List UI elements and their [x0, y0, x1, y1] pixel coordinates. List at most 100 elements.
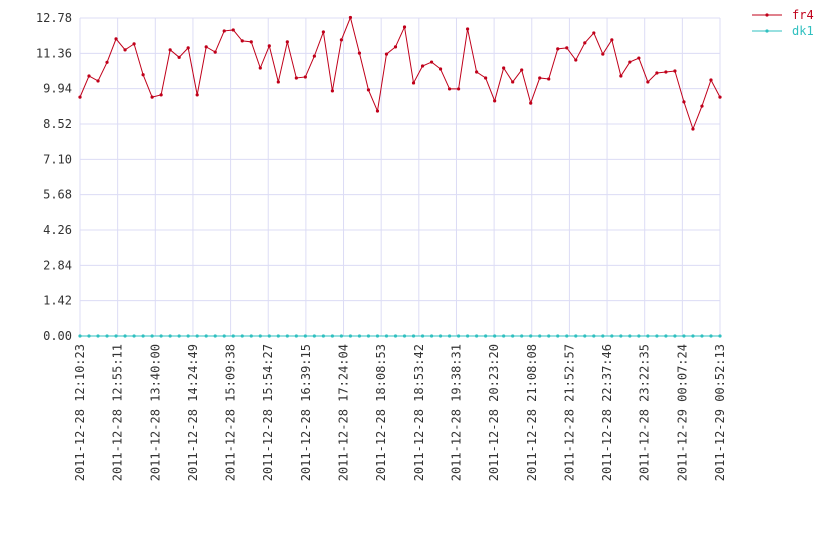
point	[87, 334, 91, 338]
point	[402, 334, 407, 338]
point	[114, 334, 118, 338]
x-tick-label: 2011-12-28 22:37:46	[600, 344, 614, 481]
point	[321, 30, 325, 34]
point	[132, 42, 136, 46]
point	[132, 334, 136, 338]
point	[240, 39, 244, 43]
point	[195, 334, 199, 338]
point	[276, 334, 280, 338]
point	[348, 15, 353, 20]
point	[592, 334, 596, 338]
point	[691, 127, 695, 131]
point	[294, 76, 298, 80]
point	[285, 334, 289, 338]
point	[538, 76, 542, 80]
point	[565, 46, 569, 50]
point	[484, 76, 488, 80]
y-tick-label: 7.10	[43, 152, 72, 166]
point	[556, 47, 560, 51]
point	[213, 334, 217, 338]
x-tick-label: 2011-12-28 16:39:15	[299, 344, 313, 481]
point	[411, 334, 416, 338]
point	[493, 334, 497, 338]
x-tick-label: 2011-12-28 19:38:31	[449, 344, 463, 481]
point	[438, 334, 443, 338]
point	[565, 334, 569, 338]
point	[646, 80, 650, 84]
y-tick-label: 11.36	[36, 46, 72, 60]
point	[204, 334, 208, 338]
point	[258, 334, 262, 338]
x-tick-label: 2011-12-28 15:54:27	[261, 344, 275, 481]
y-tick-label: 4.26	[43, 223, 72, 237]
point	[420, 334, 425, 338]
point	[475, 70, 479, 74]
point	[456, 334, 461, 338]
point	[538, 334, 542, 338]
point	[321, 334, 325, 338]
point	[168, 334, 172, 338]
point	[484, 334, 488, 338]
point	[330, 89, 334, 93]
point	[366, 334, 371, 338]
point	[150, 334, 154, 338]
x-tick-label: 2011-12-28 21:08:08	[525, 344, 539, 481]
point	[114, 37, 118, 41]
x-tick-label: 2011-12-28 15:09:38	[224, 344, 238, 481]
point	[682, 334, 686, 338]
point	[312, 54, 316, 58]
point	[493, 99, 497, 103]
y-tick-label: 9.94	[43, 82, 72, 96]
point	[213, 50, 217, 54]
point	[87, 74, 91, 78]
point	[673, 69, 677, 73]
point	[592, 31, 596, 35]
point	[393, 45, 398, 49]
point	[177, 334, 181, 338]
point	[511, 334, 515, 338]
point	[303, 334, 307, 338]
point	[231, 334, 235, 338]
point	[240, 334, 244, 338]
point	[529, 334, 533, 338]
x-tick-label: 2011-12-28 18:08:53	[374, 344, 388, 481]
point	[447, 334, 452, 338]
point	[411, 81, 416, 85]
point	[718, 334, 722, 338]
point	[429, 334, 434, 338]
point	[348, 334, 353, 338]
point	[123, 334, 127, 338]
point	[276, 80, 280, 84]
x-tick-label: 2011-12-28 20:23:20	[487, 344, 501, 481]
point	[267, 334, 271, 338]
point	[628, 60, 632, 64]
point	[655, 71, 659, 75]
point	[574, 334, 578, 338]
legend-marker	[765, 13, 769, 17]
point	[574, 58, 578, 62]
point	[294, 334, 298, 338]
point	[366, 88, 371, 92]
point	[204, 45, 208, 49]
point	[384, 52, 389, 56]
point	[447, 87, 452, 91]
x-tick-label: 2011-12-28 18:53:42	[412, 344, 426, 481]
point	[375, 334, 380, 338]
point	[664, 334, 668, 338]
point	[105, 334, 109, 338]
point	[655, 334, 659, 338]
y-tick-label: 12.78	[36, 11, 72, 25]
point	[475, 334, 479, 338]
point	[529, 101, 533, 105]
point	[168, 48, 172, 52]
point	[502, 334, 506, 338]
point	[285, 40, 289, 44]
point	[267, 44, 271, 48]
y-tick-label: 5.68	[43, 188, 72, 202]
point	[601, 334, 605, 338]
point	[466, 27, 470, 31]
point	[231, 28, 235, 32]
point	[420, 64, 425, 68]
